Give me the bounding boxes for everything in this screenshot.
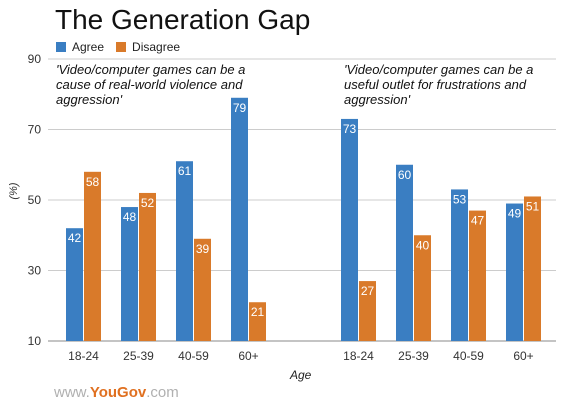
data-label-agree: 73 bbox=[343, 122, 357, 136]
x-tick-label: 18-24 bbox=[68, 349, 99, 363]
bar-disagree bbox=[84, 171, 101, 341]
bar-agree bbox=[396, 164, 413, 341]
bar-disagree bbox=[139, 192, 156, 341]
yougov-logo: www.YouGov.com bbox=[54, 384, 179, 401]
data-label-disagree: 51 bbox=[526, 199, 540, 213]
x-tick-label: 25-39 bbox=[398, 349, 429, 363]
x-tick-label: 18-24 bbox=[343, 349, 374, 363]
x-tick-label: 40-59 bbox=[453, 349, 484, 363]
data-label-agree: 61 bbox=[178, 164, 192, 178]
data-label-disagree: 27 bbox=[361, 284, 375, 298]
logo-brand: YouGov bbox=[89, 384, 147, 401]
annotation-violence: 'Video/computer games can be a cause of … bbox=[56, 62, 246, 107]
y-tick-label: 70 bbox=[28, 123, 42, 137]
annotation-outlet: 'Video/computer games can be a useful ou… bbox=[344, 62, 534, 107]
data-label-disagree: 21 bbox=[251, 305, 265, 319]
y-tick-label: 90 bbox=[28, 52, 42, 66]
data-label-disagree: 39 bbox=[196, 242, 210, 256]
bar-disagree bbox=[359, 281, 376, 341]
x-axis-label: Age bbox=[290, 368, 312, 382]
x-tick-label: 25-39 bbox=[123, 349, 154, 363]
data-label-disagree: 40 bbox=[416, 238, 430, 252]
logo-suffix: .com bbox=[146, 384, 179, 401]
legend-swatch-disagree bbox=[116, 42, 127, 52]
bar-disagree bbox=[194, 238, 211, 341]
data-label-disagree: 52 bbox=[141, 196, 155, 210]
y-tick-label: 10 bbox=[28, 334, 42, 348]
data-label-agree: 79 bbox=[233, 101, 247, 115]
legend-item-agree: Agree bbox=[56, 40, 104, 54]
legend-swatch-agree bbox=[56, 42, 66, 52]
data-label-agree: 53 bbox=[453, 192, 467, 206]
x-tick-label: 60+ bbox=[513, 349, 533, 363]
bar-disagree bbox=[414, 235, 431, 341]
legend-label-agree: Agree bbox=[72, 40, 105, 54]
data-label-disagree: 58 bbox=[86, 175, 100, 189]
bar-agree bbox=[451, 189, 468, 341]
bar-agree bbox=[506, 203, 523, 341]
bar-disagree bbox=[249, 302, 266, 341]
bar-disagree bbox=[469, 210, 486, 341]
logo-prefix: www. bbox=[54, 384, 90, 401]
bar-agree bbox=[121, 207, 138, 341]
bar-agree bbox=[176, 161, 193, 341]
data-label-agree: 42 bbox=[68, 231, 82, 245]
bar-agree bbox=[341, 118, 358, 341]
data-label-disagree: 47 bbox=[471, 214, 485, 228]
data-label-agree: 49 bbox=[508, 207, 522, 221]
data-label-agree: 60 bbox=[398, 168, 412, 182]
legend-item-disagree: Disagree bbox=[116, 40, 180, 54]
data-label-agree: 48 bbox=[123, 210, 137, 224]
bar-disagree bbox=[524, 196, 541, 341]
bar-agree bbox=[231, 97, 248, 342]
x-tick-label: 40-59 bbox=[178, 349, 209, 363]
y-tick-label: 50 bbox=[28, 193, 42, 207]
legend-label-disagree: Disagree bbox=[132, 40, 181, 54]
bar-agree bbox=[66, 228, 83, 341]
y-axis-label: (%) bbox=[8, 182, 20, 200]
y-tick-label: 30 bbox=[28, 264, 42, 278]
legend: Agree Disagree bbox=[56, 40, 192, 54]
x-tick-label: 60+ bbox=[238, 349, 258, 363]
chart-title: The Generation Gap bbox=[55, 4, 311, 35]
